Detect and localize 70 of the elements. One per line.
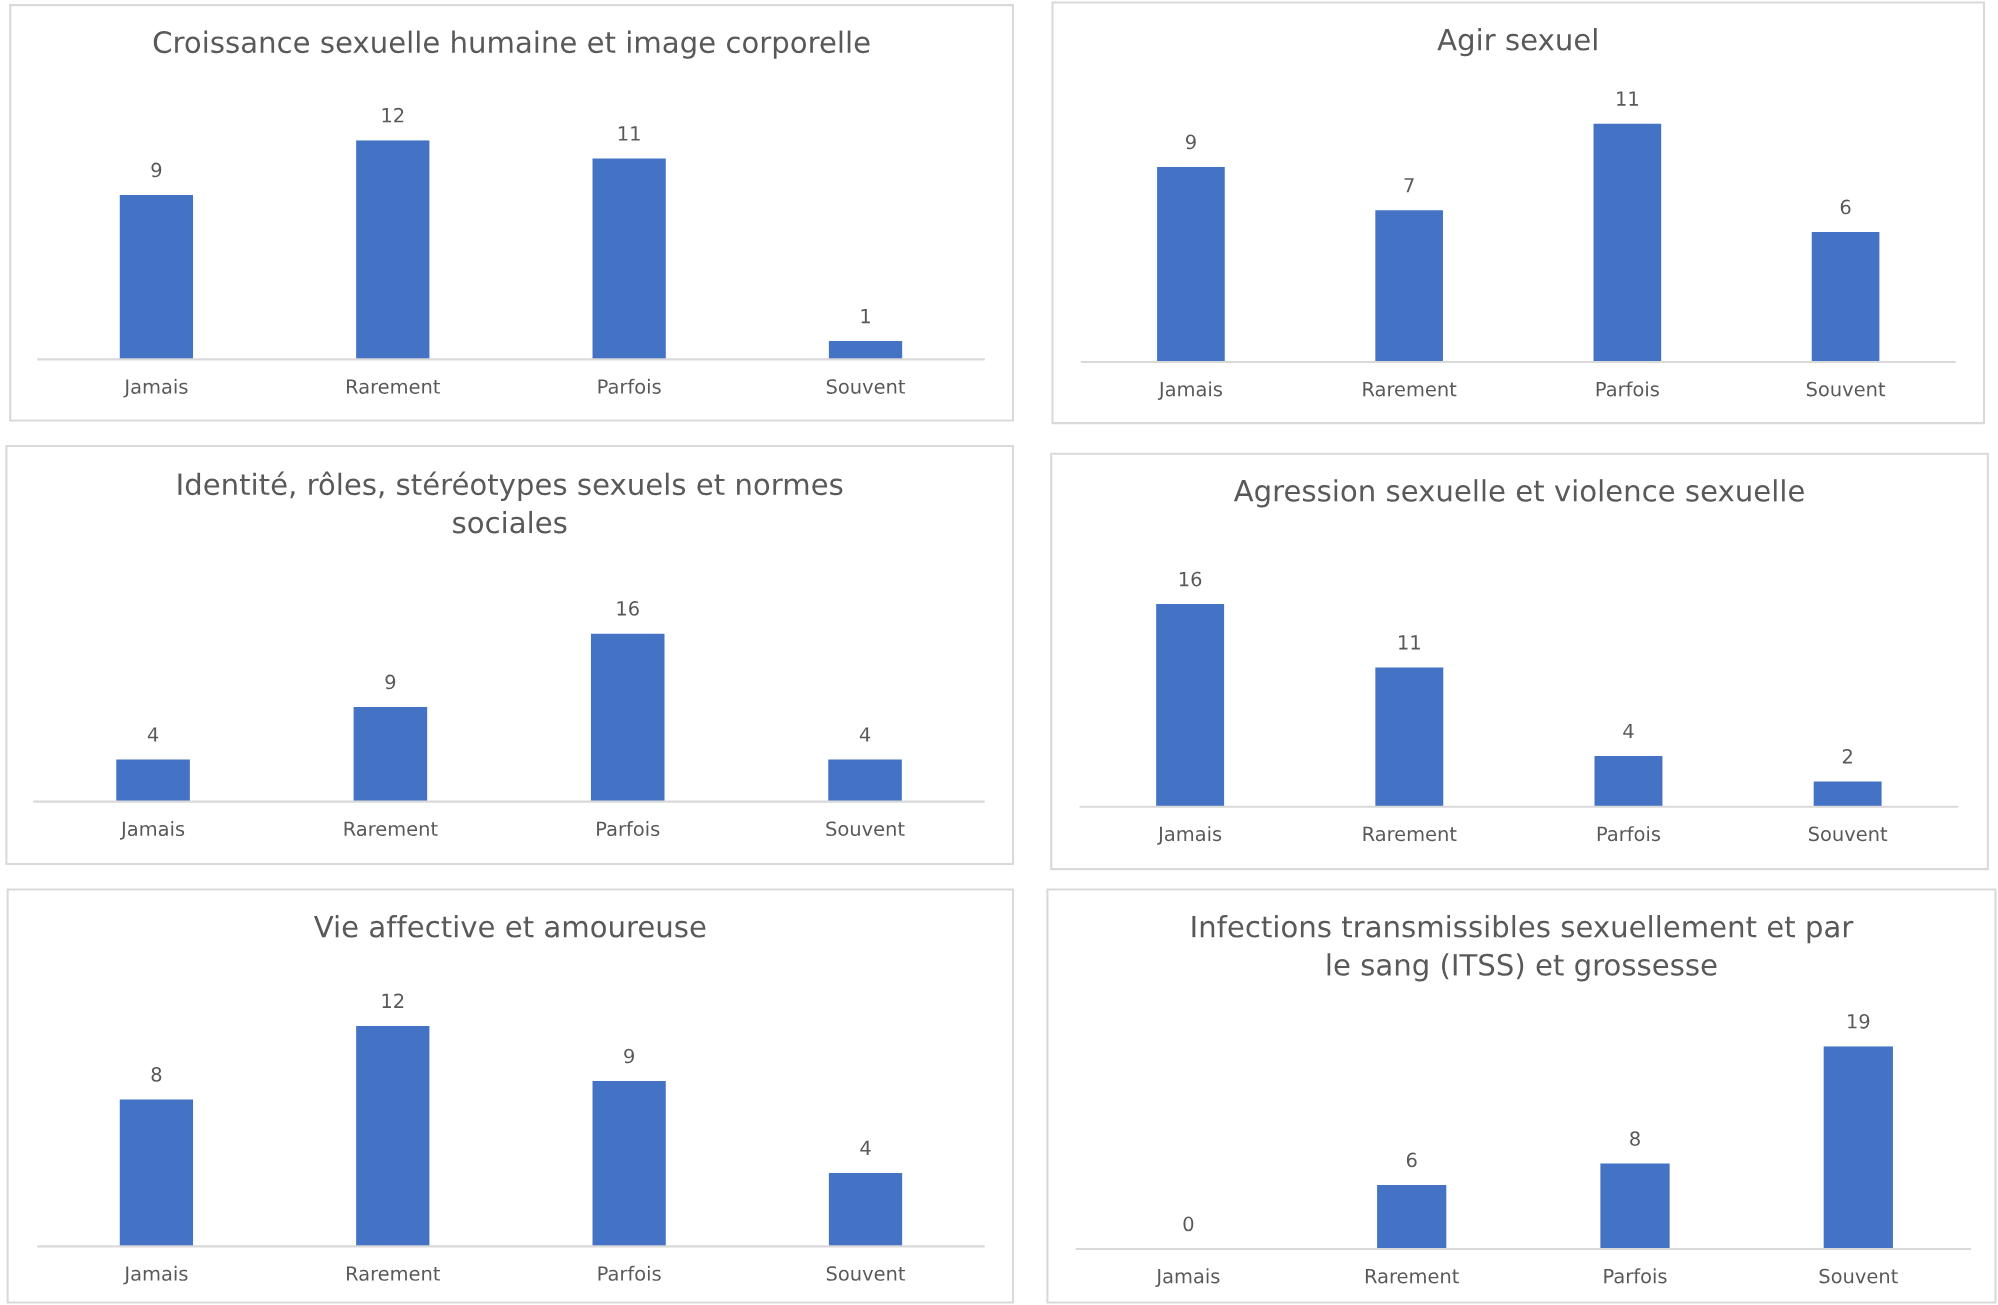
x-tick-label: Rarement [347, 1266, 440, 1281]
x-tick-label: Rarement [347, 379, 440, 394]
data-label: 4 [1623, 723, 1634, 739]
bar [592, 158, 666, 360]
data-label: 9 [151, 162, 162, 178]
data-label: 6 [1406, 1152, 1417, 1168]
x-tick-label: Jamais [123, 378, 188, 398]
bar [356, 1025, 430, 1247]
data-label: 0 [1183, 1216, 1194, 1232]
data-label: 12 [382, 107, 404, 123]
chart-title: Infections transmissibles sexuellement et par le sang (ITSS) et grossesse [1192, 915, 1854, 982]
bar [1594, 756, 1663, 807]
data-label: 4 [859, 727, 871, 742]
bar [1811, 231, 1880, 362]
data-label: 12 [382, 993, 404, 1008]
chart-title: Agir sexuel [1437, 28, 1597, 57]
data-label: 2 [1842, 749, 1852, 764]
x-tick-label: Rarement [344, 821, 438, 837]
x-tick-label: Parfois [1597, 826, 1661, 842]
x-tick-label: Souvent [826, 821, 905, 837]
x-tick-label: Souvent [1819, 1268, 1898, 1284]
data-label: 11 [1617, 91, 1638, 106]
x-tick-label: Rarement [1365, 1268, 1459, 1284]
data-label: 9 [385, 674, 396, 690]
data-label: 4 [860, 1140, 871, 1155]
data-label: 7 [1404, 178, 1414, 193]
x-tick-label: Jamais [1157, 826, 1222, 845]
bar [828, 341, 903, 360]
x-tick-label: Parfois [598, 378, 661, 394]
data-label: 16 [1179, 571, 1202, 587]
chart-title: Croissance sexuelle humaine et image corporelle [153, 30, 870, 59]
bar [592, 1081, 666, 1247]
bar [356, 140, 430, 360]
data-label: 6 [1840, 199, 1851, 215]
bar [119, 1099, 194, 1247]
bar [1375, 210, 1443, 362]
x-tick-label: Souvent [826, 379, 906, 394]
data-label: 1 [861, 309, 870, 324]
data-label: 8 [151, 1067, 162, 1082]
x-tick-label: Souvent [826, 1266, 906, 1281]
data-label: 11 [1399, 635, 1420, 650]
chart-title: Vie affective et amoureuse [313, 915, 706, 938]
x-tick-label: Jamais [1155, 1268, 1220, 1288]
x-tick-label: Jamais [120, 821, 185, 840]
x-tick-label: Rarement [1363, 381, 1457, 397]
bar [1156, 604, 1225, 807]
bar [1813, 781, 1882, 807]
x-tick-label: Jamais [123, 1265, 188, 1285]
bar [1593, 123, 1662, 362]
chart-title: Identité, rôles, stéréotypes sexuels et normes sociales [178, 471, 843, 534]
data-label: 11 [618, 126, 640, 141]
chart-title: Agression sexuelle et violence sexuelle [1233, 479, 1804, 508]
data-label: 9 [624, 1048, 634, 1064]
data-label: 9 [1185, 134, 1196, 150]
bar [828, 1172, 903, 1247]
data-label: 8 [1630, 1131, 1640, 1146]
bar [119, 194, 194, 360]
bar [1375, 667, 1444, 807]
x-tick-label: Parfois [1596, 381, 1659, 397]
x-tick-label: Souvent [1808, 826, 1888, 842]
x-tick-label: Parfois [597, 821, 660, 837]
data-label: 19 [1848, 1013, 1870, 1029]
bar [1157, 166, 1225, 362]
data-label: 4 [147, 727, 159, 742]
x-tick-label: Parfois [598, 1265, 661, 1281]
x-tick-label: Rarement [1363, 826, 1457, 842]
x-tick-label: Parfois [1604, 1268, 1667, 1284]
x-tick-label: Jamais [1157, 381, 1222, 401]
x-tick-label: Souvent [1806, 381, 1886, 397]
data-label: 16 [617, 601, 639, 616]
